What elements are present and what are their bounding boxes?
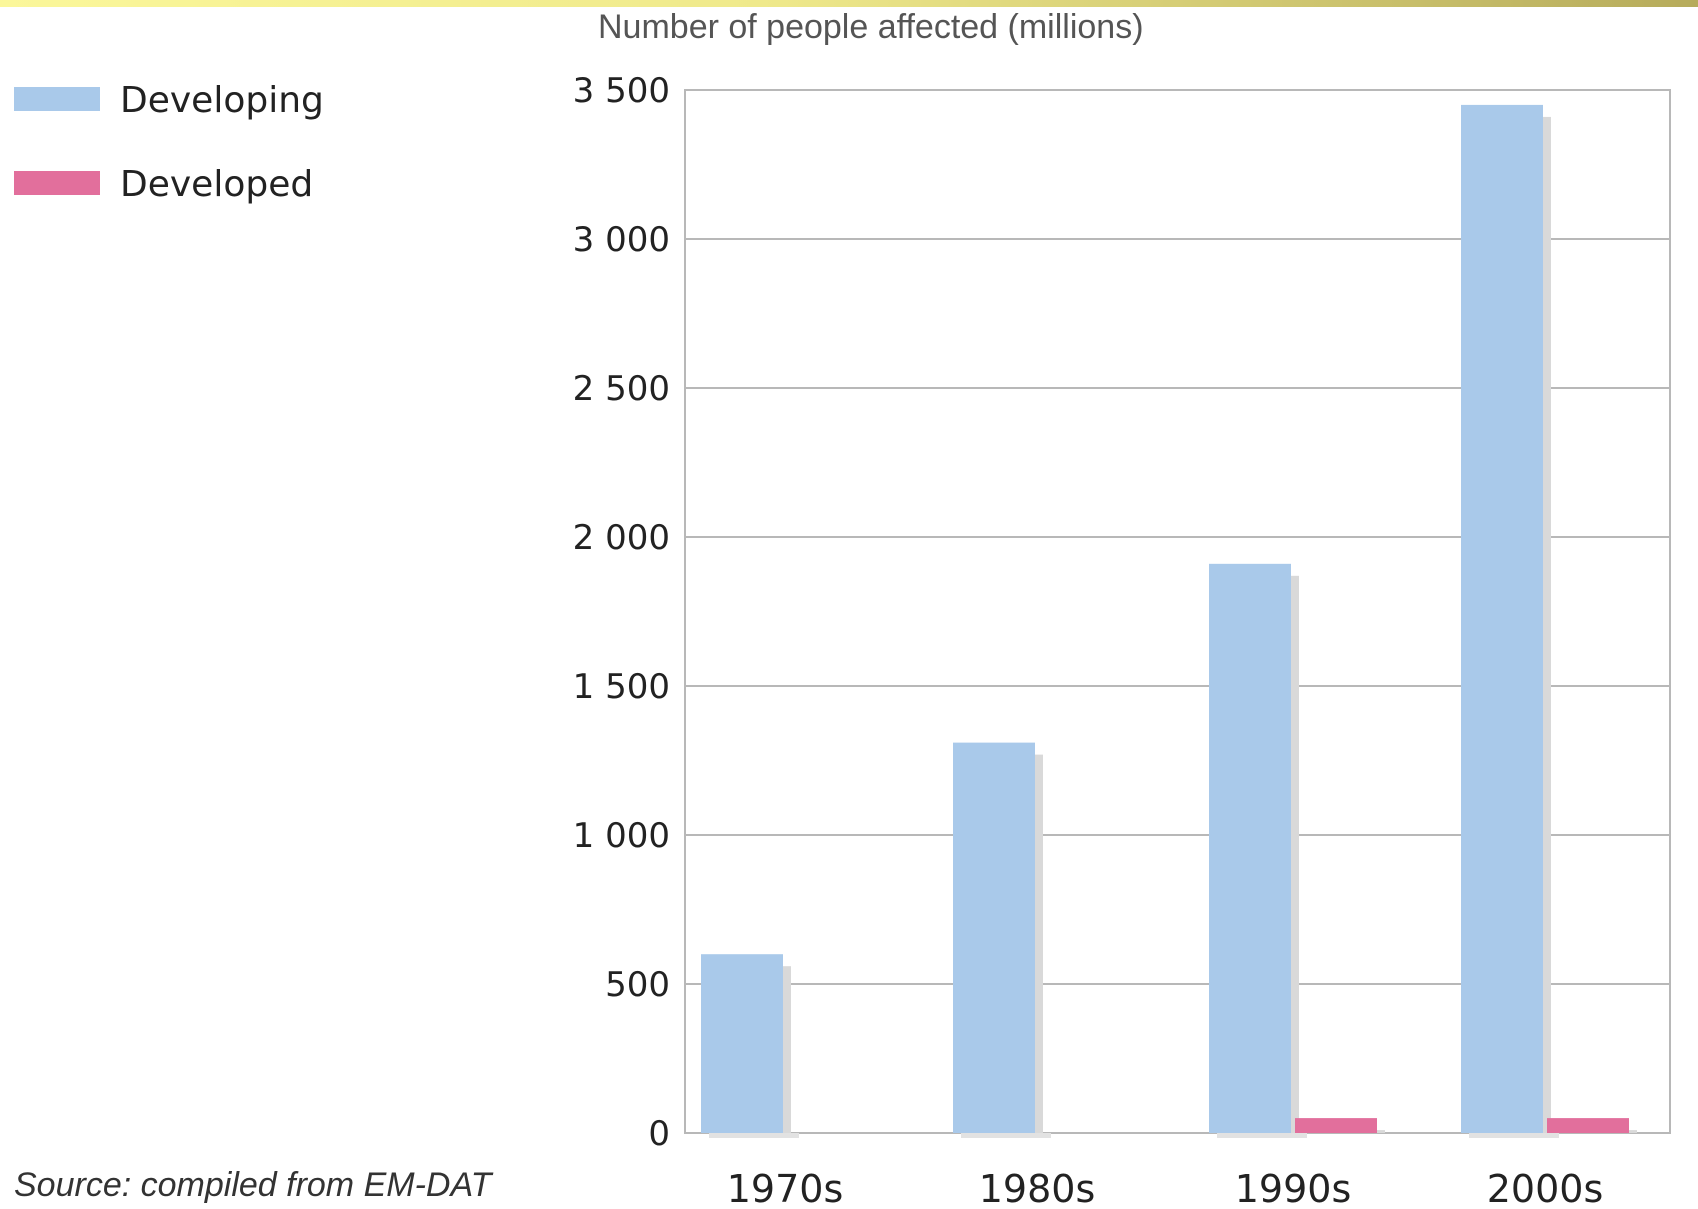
bar-base-shadow bbox=[961, 1133, 1051, 1138]
y-tick-label: 1 500 bbox=[573, 667, 670, 707]
source-note: Source: compiled from EM-DAT bbox=[14, 1166, 492, 1204]
bar-base-shadow bbox=[1217, 1133, 1307, 1138]
bar-developing-1970s bbox=[701, 954, 783, 1133]
x-tick-label: 1980s bbox=[979, 1167, 1096, 1209]
y-tick-label: 3 500 bbox=[573, 71, 670, 111]
bar-developed-1990s bbox=[1295, 1118, 1377, 1133]
top-accent-band bbox=[0, 0, 1698, 7]
chart-legend: Developing Developed bbox=[14, 80, 324, 205]
y-tick-label: 2 000 bbox=[573, 518, 670, 558]
bar-base-shadow bbox=[1469, 1133, 1559, 1138]
y-tick-label: 3 000 bbox=[573, 220, 670, 260]
bar-developing-1990s bbox=[1209, 563, 1291, 1133]
x-tick-label: 1990s bbox=[1235, 1167, 1352, 1209]
bar-base-shadow bbox=[709, 1133, 799, 1138]
legend-label-developing: Developing bbox=[120, 80, 324, 121]
legend-label-developed: Developed bbox=[120, 164, 313, 205]
y-tick-label: 1 000 bbox=[573, 816, 670, 856]
legend-swatch-developing bbox=[14, 87, 100, 111]
chart-title: Number of people affected (millions) bbox=[598, 8, 1144, 46]
bar-developed-2000s bbox=[1547, 1118, 1629, 1133]
bars bbox=[701, 104, 1637, 1138]
x-tick-label: 2000s bbox=[1487, 1167, 1604, 1209]
x-tick-label: 1970s bbox=[727, 1167, 844, 1209]
bar-developing-1980s bbox=[953, 742, 1035, 1133]
y-tick-label: 0 bbox=[648, 1114, 670, 1154]
y-tick-label: 500 bbox=[605, 965, 670, 1005]
x-axis: 1970s 1980s 1990s 2000s bbox=[727, 1167, 1604, 1209]
bar-developing-2000s bbox=[1461, 104, 1543, 1133]
y-axis: 0 500 1 000 1 500 2 000 2 500 3 000 3 500 bbox=[573, 71, 670, 1154]
legend-swatch-developed bbox=[14, 171, 100, 195]
y-tick-label: 2 500 bbox=[573, 369, 670, 409]
